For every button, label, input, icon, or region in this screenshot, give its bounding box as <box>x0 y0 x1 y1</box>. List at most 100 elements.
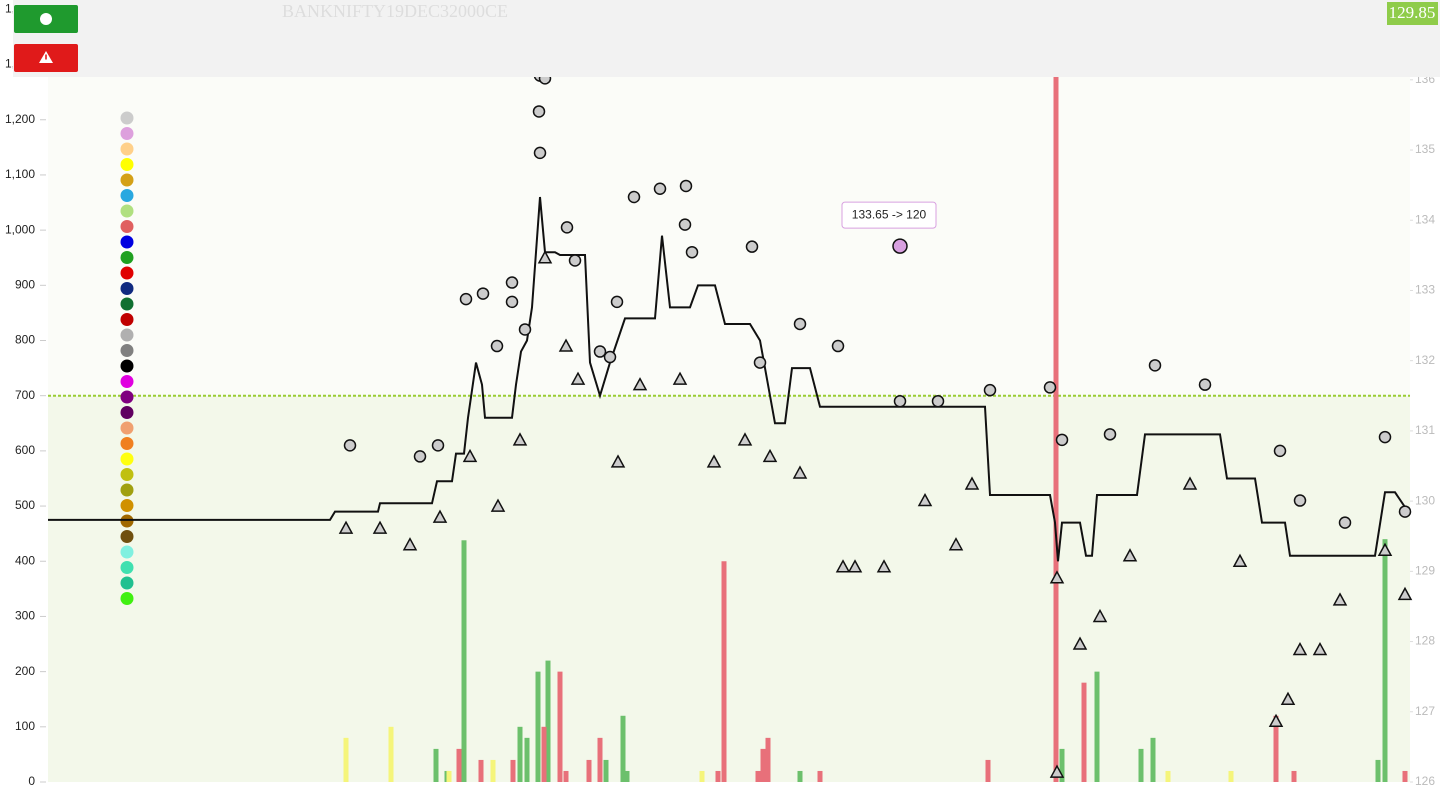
volume-bar <box>343 737 349 782</box>
y-tick-label: 0 <box>28 774 35 788</box>
y-tick-label: 300 <box>15 609 35 623</box>
volume-bar <box>1094 671 1100 782</box>
trade-triangle <box>1232 553 1248 568</box>
trade-triangle <box>737 432 753 446</box>
trade-triangle <box>706 454 722 468</box>
trade-circle <box>831 339 845 353</box>
trade-triangle <box>1397 586 1413 601</box>
volume-bar <box>490 759 496 782</box>
trade-circle <box>1103 428 1117 441</box>
palette-dot <box>120 390 134 404</box>
volume-bar <box>461 540 467 782</box>
trade-triangle <box>610 454 626 468</box>
trade-triangle <box>1072 636 1088 650</box>
y-tick-label: 1,000 <box>5 222 35 236</box>
y2-tick-label: 129 <box>1415 564 1435 578</box>
volume-bar <box>1291 770 1297 782</box>
y2-tick-label: 127 <box>1415 704 1435 718</box>
y-tick-label: 200 <box>15 664 35 678</box>
trade-triangle <box>512 432 528 446</box>
volume-bar <box>510 759 516 782</box>
trade-triangle <box>1122 548 1138 562</box>
trade-circle <box>593 345 607 358</box>
volume-bar <box>433 748 439 782</box>
trade-triangle <box>1377 542 1393 556</box>
trade-triangle <box>917 492 933 507</box>
trade-triangle <box>558 338 574 352</box>
palette-dot <box>120 235 134 249</box>
trade-triangle <box>1049 570 1065 584</box>
tooltip-point <box>892 238 908 254</box>
plot: 0 100 200 300 400 500 600 700 800 900 1,000 1,100 1,… <box>5 2 1435 789</box>
volume-bar <box>597 737 603 782</box>
trade-triangle <box>632 377 648 391</box>
volume-bar <box>524 737 530 782</box>
trade-circle <box>505 276 519 289</box>
status-icon <box>40 13 52 25</box>
palette-dot <box>120 173 134 187</box>
trade-triangle <box>1268 713 1284 728</box>
y-tick-label: 600 <box>15 443 35 457</box>
volume-bar <box>1375 759 1381 782</box>
alert-icon-mark <box>45 54 47 60</box>
trade-circle <box>560 221 574 234</box>
volume-bar <box>446 770 452 782</box>
palette-dot <box>120 251 134 264</box>
palette-dot <box>120 437 134 450</box>
trade-circle <box>603 350 617 364</box>
y2-tick-label: 134 <box>1415 212 1435 226</box>
y-tick-label: 700 <box>15 388 35 402</box>
palette-dot <box>120 220 134 233</box>
volume-bar <box>624 770 630 782</box>
volume-bar <box>760 748 766 782</box>
trade-circle <box>568 254 582 267</box>
trade-circle <box>1198 378 1212 391</box>
y-tick-label: 500 <box>15 498 35 512</box>
palette-dot <box>120 158 134 171</box>
y2-tick-label: 126 <box>1415 774 1435 788</box>
last-price: 129.85 <box>1389 3 1436 22</box>
palette-dot <box>120 514 134 528</box>
trade-triangle <box>762 448 778 463</box>
trade-triangle <box>1182 476 1198 490</box>
trade-circle <box>1055 433 1069 447</box>
trade-triangle <box>462 448 478 463</box>
y-tick-label: 900 <box>15 277 35 291</box>
price-line <box>48 196 1409 562</box>
palette-dot <box>120 297 134 311</box>
trade-circle <box>678 218 692 231</box>
volume-bar <box>563 770 569 782</box>
trade-circle <box>610 295 624 309</box>
palette-dot <box>120 313 134 326</box>
palette-dot <box>120 266 134 280</box>
trade-circle <box>893 394 907 408</box>
price-badge <box>1387 2 1438 25</box>
palette-dot <box>120 375 134 388</box>
volume-bar <box>478 759 484 782</box>
trade-circle <box>1043 381 1057 394</box>
trade-circle <box>518 323 532 336</box>
trade-circle <box>505 295 519 309</box>
volume-bar <box>985 759 991 782</box>
palette-dot <box>120 204 134 218</box>
trade-triangle <box>1049 764 1065 778</box>
volume-bar <box>1059 748 1065 782</box>
volume-bar <box>1138 748 1144 782</box>
header: BANKNIFTY19DEC32000CE 129.85 <box>13 0 1440 77</box>
trade-circle <box>431 439 445 452</box>
volume-bar <box>586 759 592 782</box>
volume-bar <box>557 671 563 782</box>
palette-dot <box>120 189 134 202</box>
volume-bar <box>1165 770 1171 782</box>
trade-triangle <box>338 520 354 534</box>
trade-triangle <box>948 537 964 551</box>
trade-triangle <box>372 520 388 534</box>
trade-triangle <box>835 559 851 573</box>
volume-bar <box>620 715 626 782</box>
volume-bar <box>715 770 721 782</box>
trade-circle <box>793 317 807 331</box>
trade-triangle <box>672 371 688 385</box>
trade-circle <box>533 146 547 160</box>
